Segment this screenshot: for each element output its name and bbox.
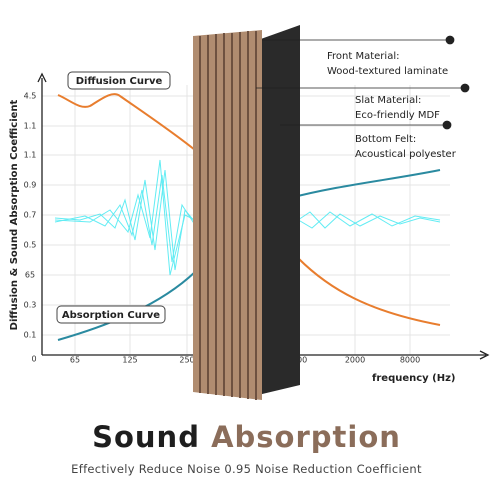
callout-text: Acoustical polyester [355,149,457,160]
diffusion-curve [297,257,441,326]
callout-text: Wood-textured laminate [327,66,448,77]
y-label: 1.1 [24,151,37,160]
diffusion-label: Diffusion Curve [76,76,163,87]
y-label: 0.3 [24,301,37,310]
label-box [56,305,166,324]
headline: Sound Absorption [0,420,493,454]
x-label: 8000 [400,356,420,365]
label-box [67,71,171,90]
y-axis-title: Diffusion & Sound Absorption Coefficient [9,99,20,330]
absorption-curve [289,169,441,199]
x-label: 65 [70,356,80,365]
wood-panel [193,30,262,400]
pointers [256,35,470,130]
subtitle: Effectively Reduce Noise 0.95 Noise Redu… [71,462,422,476]
slats [199,31,257,400]
diffusion-noise [54,159,441,276]
callout-heading: Slat Material: [355,95,421,106]
y-label: 0.7 [24,211,37,220]
y-label: 0 [31,355,36,364]
felt-panel [258,25,300,395]
y-label: 0.1 [24,331,37,340]
headline-part: Sound [92,420,200,454]
y-label: 0.9 [24,181,37,190]
x-label: 2000 [345,356,365,365]
callout-heading: Front Material: [327,51,399,62]
absorption-label: Absorption Curve [62,310,160,321]
diffusion-curve [57,93,196,151]
y-arrow [37,72,47,83]
headline-part: Absorption [211,420,401,454]
y-label: 1.1 [24,122,37,131]
y-labels: 4.5 1.1 1.1 0.9 0.7 0.5 65 0.3 0.1 0 [24,92,37,364]
x-label: 250 [179,356,194,365]
x-arrow [479,350,490,360]
chart: Diffusion & Sound Absorption Coefficient… [9,25,490,400]
callout-heading: Bottom Felt: [355,134,416,145]
callout-text: Eco-friendly MDF [355,110,440,121]
y-label: 0.5 [24,241,37,250]
y-label: 4.5 [24,92,37,101]
x-axis-title: frequency (Hz) [372,373,456,384]
x-label: 125 [122,356,137,365]
y-label: 65 [25,271,35,280]
